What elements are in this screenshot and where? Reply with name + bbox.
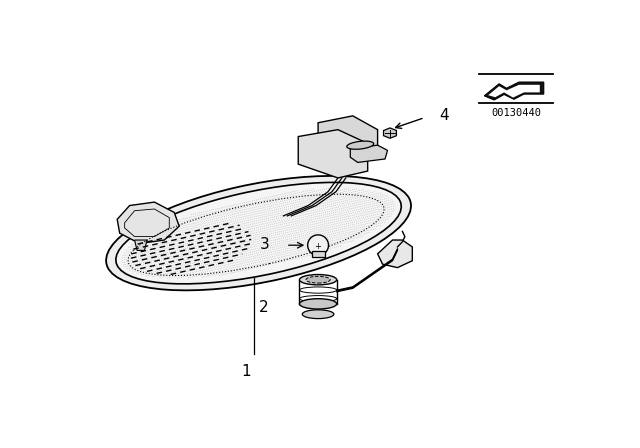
Text: 00130440: 00130440 [491, 108, 541, 118]
Ellipse shape [302, 310, 334, 319]
Polygon shape [378, 240, 412, 267]
Polygon shape [484, 82, 544, 100]
Text: 4: 4 [440, 108, 449, 123]
Polygon shape [383, 128, 396, 138]
Polygon shape [117, 202, 179, 244]
Polygon shape [298, 129, 367, 178]
Bar [312, 251, 324, 257]
Ellipse shape [306, 276, 330, 283]
Text: 3: 3 [260, 237, 270, 252]
Text: 2: 2 [259, 300, 268, 315]
Ellipse shape [300, 275, 337, 285]
Ellipse shape [300, 299, 337, 309]
Polygon shape [134, 240, 147, 250]
Ellipse shape [116, 182, 401, 284]
Ellipse shape [308, 235, 328, 255]
Text: 1: 1 [241, 364, 251, 379]
Ellipse shape [106, 176, 411, 290]
Text: +: + [315, 242, 321, 251]
Ellipse shape [347, 141, 374, 149]
Polygon shape [488, 85, 540, 98]
Polygon shape [350, 145, 388, 163]
Polygon shape [318, 116, 378, 157]
